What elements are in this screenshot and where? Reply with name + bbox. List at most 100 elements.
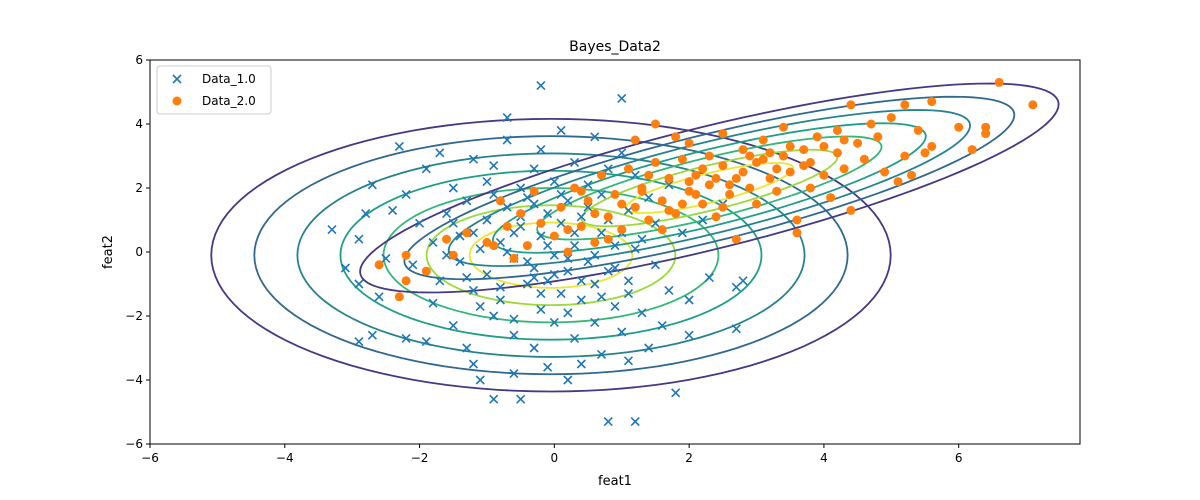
data-2-point [866, 119, 876, 129]
data-1-point [630, 244, 640, 254]
y-tick-label: −6 [125, 437, 143, 451]
data-2-point [529, 186, 539, 196]
data-2-point [832, 125, 842, 135]
data-2-point [718, 202, 728, 212]
data-2-point [765, 173, 775, 183]
data-2-point [502, 221, 512, 231]
data-1-point [441, 250, 452, 260]
plot-area-frame [149, 59, 1081, 445]
data-2-point [603, 212, 613, 222]
data-1-point [401, 333, 411, 343]
data-2-point [704, 151, 714, 161]
data-1-point [576, 359, 586, 369]
data-2-point [819, 170, 829, 180]
data-2-point [617, 199, 627, 209]
data-2-point [967, 145, 977, 155]
data-1-point [435, 276, 445, 286]
chart-title: Bayes_Data2 [569, 39, 661, 55]
data-2-point [590, 237, 600, 247]
data-1-point [590, 250, 600, 260]
data-1-point [394, 141, 404, 151]
data-1-point [623, 289, 634, 299]
data-1-point [529, 164, 539, 174]
data-1-point [462, 196, 472, 206]
data-1-point [543, 209, 553, 219]
data-2-point [442, 234, 452, 244]
x-tick-label: −2 [411, 451, 429, 465]
data-1-point [536, 305, 546, 315]
data-2-point [462, 228, 472, 238]
data-2-point [752, 199, 762, 209]
data-2-point [536, 218, 546, 228]
data-2-point [805, 157, 815, 167]
data-1-point [610, 301, 620, 311]
data-2-point [664, 173, 674, 183]
data-1-point [462, 273, 472, 283]
data-2-point [671, 209, 681, 219]
data-1-point [475, 375, 485, 385]
data-1-point [617, 148, 627, 158]
data-2-point [650, 119, 660, 129]
data-2-point [792, 228, 802, 238]
data-2-point [603, 234, 613, 244]
data-2-point [913, 125, 923, 135]
data-1-point [543, 362, 553, 372]
data-2-point [839, 135, 849, 145]
data-1-point [354, 337, 364, 347]
data-2-point [590, 209, 600, 219]
legend-o-marker [172, 96, 182, 106]
data-1-point [408, 260, 418, 270]
data-1-point [522, 257, 532, 267]
data-1-point [630, 417, 640, 427]
data-2-point [799, 161, 809, 171]
data-2-point [718, 129, 728, 139]
data-1-point [549, 250, 559, 260]
data-2-point [765, 148, 775, 158]
data-2-point [785, 141, 795, 151]
data-1-point [596, 228, 607, 238]
data-2-point [1028, 100, 1038, 110]
data-2-point [758, 154, 768, 164]
data-1-point [482, 215, 492, 225]
data-1-point [468, 154, 479, 164]
data-2-point [509, 253, 519, 263]
data-1-point [556, 125, 566, 135]
data-2-point [799, 145, 809, 155]
data-1-point [630, 170, 640, 180]
data-1-point [502, 247, 512, 257]
data-1-point [684, 330, 694, 340]
data-1-point [529, 273, 539, 283]
y-axis-label: feat2 [101, 235, 116, 269]
data-1-point [495, 295, 506, 305]
data-2-point [630, 135, 640, 145]
data-2-point [738, 167, 748, 177]
contour-line-data-1 [210, 117, 892, 393]
data-1-point [644, 343, 654, 353]
data-2-point [448, 250, 458, 260]
data-2-point [671, 132, 681, 142]
y-tick-label: 4 [135, 117, 143, 131]
data-1-point [361, 209, 371, 219]
data-2-point [893, 177, 903, 187]
data-2-point [927, 97, 937, 107]
y-tick-label: −4 [125, 373, 143, 387]
data-1-point [704, 273, 714, 283]
data-2-point [556, 202, 566, 212]
data-1-point [475, 301, 485, 311]
data-1-point [489, 311, 499, 321]
legend-marker-data-2 [172, 96, 182, 106]
x-tick-label: 6 [955, 451, 963, 465]
data-1-point [657, 321, 667, 331]
x-tick-label: −4 [276, 451, 294, 465]
data-1-point [610, 263, 620, 273]
data-1-point [448, 218, 458, 228]
data-2-point [731, 234, 741, 244]
legend-label-data-1: Data_1.0 [202, 72, 256, 86]
contour-line-data-1 [296, 152, 806, 358]
data-2-point [583, 196, 593, 206]
data-1-point [684, 295, 694, 305]
data-1-point [671, 388, 681, 398]
data-1-point [549, 317, 559, 327]
contour-line-data-2 [624, 162, 794, 214]
data-2-point [859, 154, 869, 164]
